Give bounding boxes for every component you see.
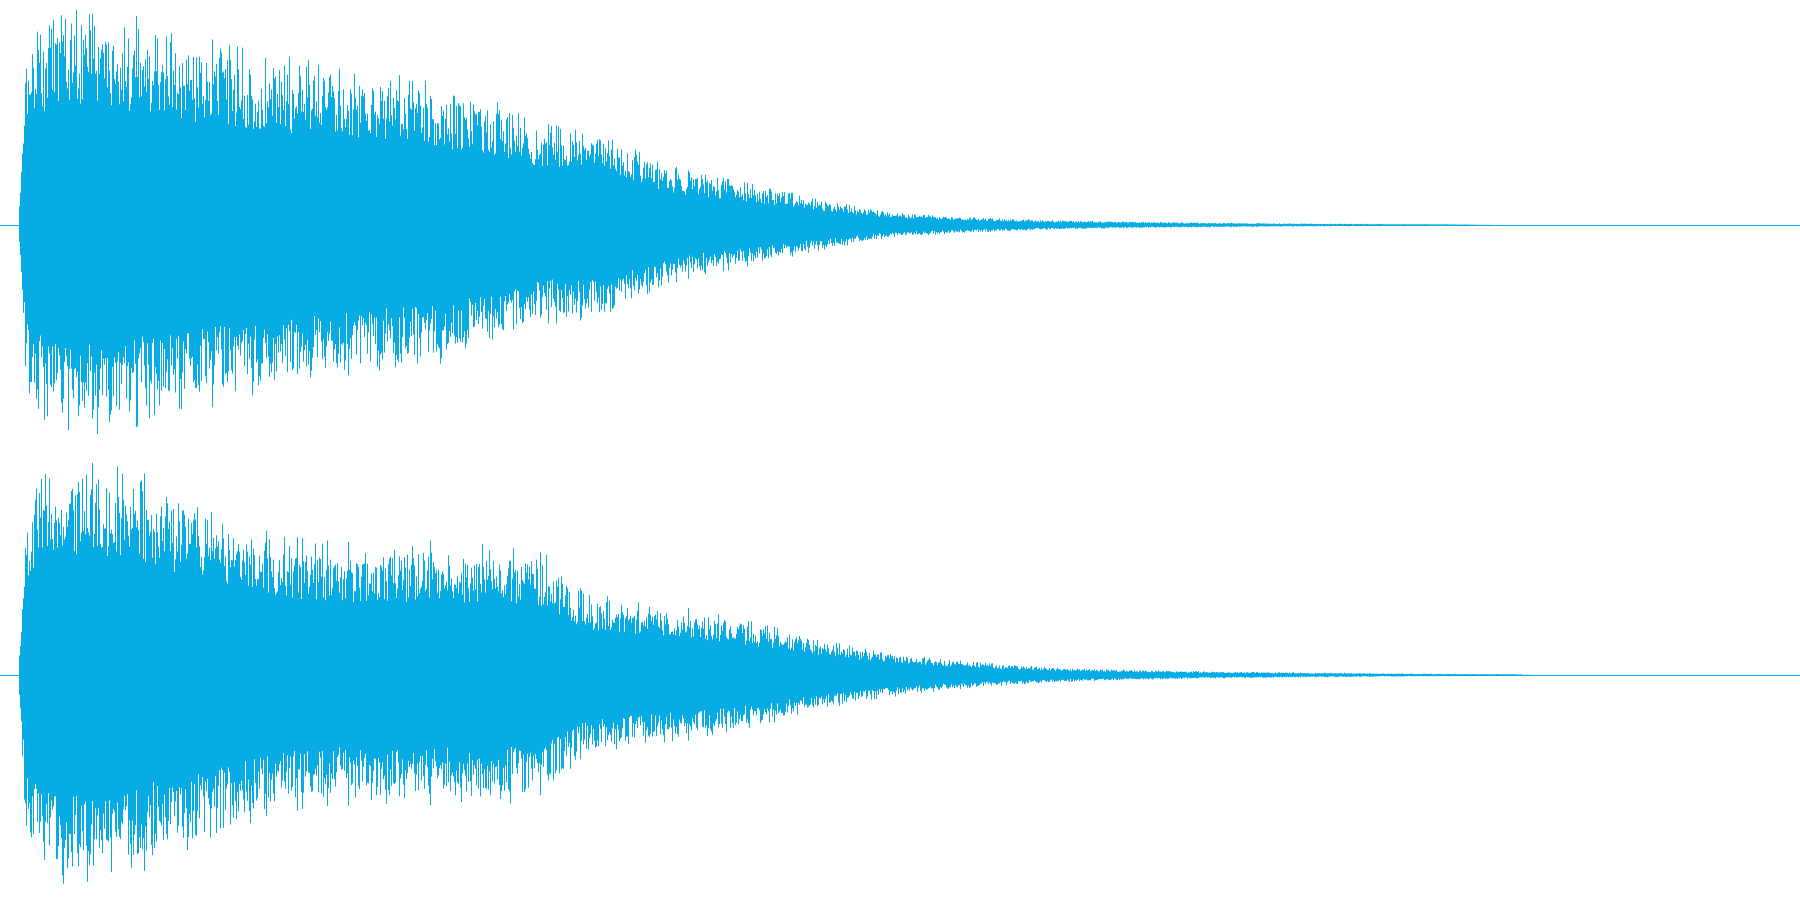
channel-2-waveform [19, 462, 1532, 884]
channel-2-lane [0, 462, 1800, 884]
channel-1-lane [0, 9, 1800, 434]
channel-1-waveform [19, 9, 1494, 434]
